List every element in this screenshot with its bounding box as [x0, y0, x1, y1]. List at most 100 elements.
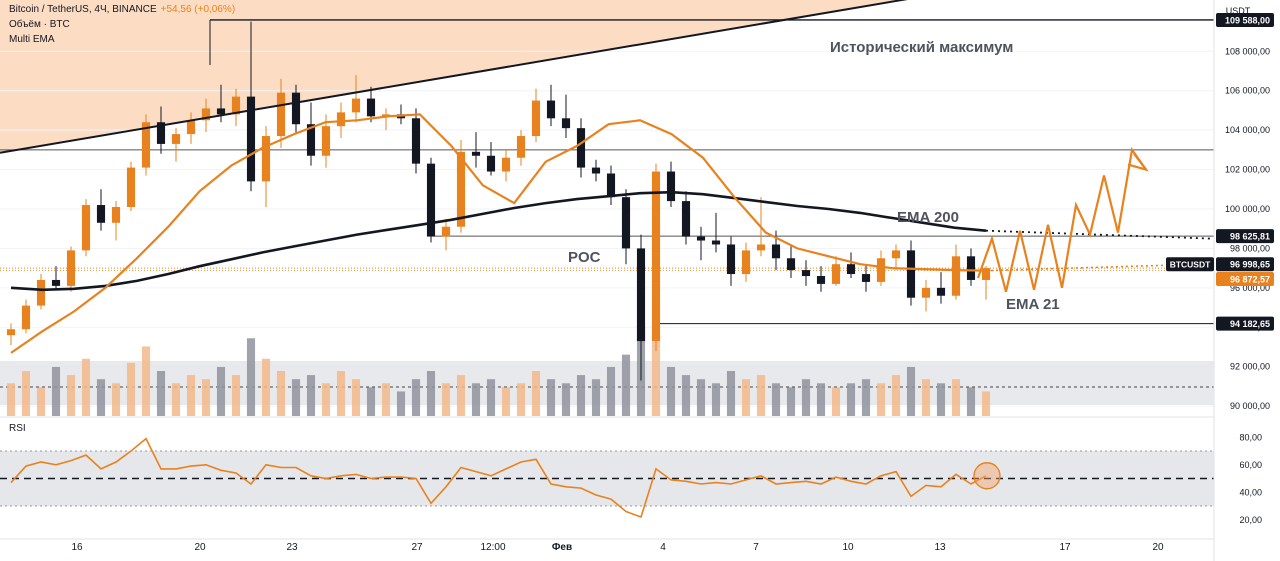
- candle-body: [141, 122, 151, 168]
- ema200-line: [10, 190, 987, 292]
- volume-bar: [96, 379, 106, 416]
- price-tick-label: 96 000,00: [1230, 283, 1270, 293]
- volume-bar: [366, 387, 376, 416]
- symbol-tag: BTCUSDT: [1170, 260, 1211, 270]
- zigzag-projection-line: [976, 146, 1147, 293]
- volume-bar: [906, 366, 916, 416]
- candle: [306, 102, 316, 166]
- candle: [6, 323, 16, 346]
- volume-bar: [441, 383, 451, 416]
- candle-body: [471, 151, 481, 156]
- candle: [96, 189, 106, 231]
- time-tick-label: 20: [1152, 542, 1164, 553]
- candle: [546, 84, 556, 127]
- volume-bar: [876, 383, 886, 416]
- volume-bar: [156, 371, 166, 416]
- ema200-annotation: EMA 200: [897, 209, 959, 226]
- ema-lines: [10, 113, 1211, 354]
- volume-bar: [741, 379, 751, 416]
- candle: [951, 244, 961, 300]
- volume-bar: [531, 371, 541, 416]
- rsi-tick-label: 60,00: [1239, 460, 1262, 470]
- candle-body: [276, 92, 286, 137]
- candle-body: [636, 248, 646, 342]
- candle-body: [21, 305, 31, 330]
- price-tick-label: 108 000,00: [1225, 46, 1270, 56]
- volume-bar: [546, 379, 556, 416]
- candle: [171, 128, 181, 162]
- price-tick-label: 106 000,00: [1225, 86, 1270, 96]
- volume-bar: [186, 375, 196, 416]
- volume-bar: [576, 375, 586, 416]
- volume-bar: [591, 379, 601, 416]
- candle: [246, 21, 256, 192]
- candle: [111, 201, 121, 241]
- wedge-fill: [0, 0, 960, 153]
- candle: [576, 118, 586, 178]
- volume-bar: [726, 371, 736, 416]
- volume-bars: [0, 326, 1214, 416]
- candle: [411, 108, 421, 174]
- candle-body: [981, 268, 991, 280]
- candle: [936, 272, 946, 304]
- candle: [741, 242, 751, 282]
- candle-body: [846, 264, 856, 275]
- candle: [816, 266, 826, 292]
- volume-bar: [21, 371, 31, 416]
- volume-bar: [861, 379, 871, 416]
- ema-legend[interactable]: Multi EMA: [9, 34, 55, 45]
- candle: [501, 149, 511, 182]
- candle: [801, 260, 811, 286]
- volume-bar: [981, 391, 991, 416]
- candle: [366, 86, 376, 123]
- ema200-projection: [985, 229, 1211, 240]
- candle-body: [231, 96, 241, 115]
- candle-body: [291, 92, 301, 125]
- candle-body: [96, 205, 106, 223]
- candle: [861, 264, 871, 292]
- volume-bar: [786, 387, 796, 416]
- time-tick-label: 17: [1059, 542, 1071, 553]
- candle-body: [336, 112, 346, 127]
- candle-body: [486, 155, 496, 172]
- candle: [21, 299, 31, 334]
- candle: [51, 266, 61, 290]
- candle: [426, 157, 436, 243]
- symbol-legend[interactable]: Bitcoin / TetherUS, 4Ч, BINANCE +54,56 (+…: [9, 4, 235, 15]
- currency-label: USDT: [1226, 6, 1251, 16]
- volume-bar: [51, 366, 61, 416]
- volume-legend[interactable]: Объём · BTC: [9, 19, 70, 30]
- candle: [381, 108, 391, 131]
- candle: [891, 244, 901, 271]
- current-price-badge-bg: [1216, 257, 1274, 272]
- rsi-highlight-circle: [973, 462, 1001, 490]
- candle-body: [816, 276, 826, 284]
- volume-bar: [306, 375, 316, 416]
- candle-body: [111, 207, 121, 223]
- volume-bar: [771, 383, 781, 416]
- volume-bar: [696, 379, 706, 416]
- rsi-line: [10, 437, 987, 519]
- price-tick-label: 102 000,00: [1225, 165, 1270, 175]
- resistance-trendline: [0, 0, 908, 154]
- volume-bar: [846, 383, 856, 416]
- candle-body: [966, 256, 976, 280]
- time-tick-label: Фев: [552, 542, 572, 553]
- volume-bar: [336, 371, 346, 416]
- candle-body: [321, 126, 331, 156]
- poc-price-badge-bg: [1216, 229, 1274, 244]
- rsi-legend[interactable]: RSI: [9, 423, 26, 434]
- candle-body: [591, 167, 601, 174]
- volume-bar: [66, 375, 76, 416]
- volume-bar: [471, 383, 481, 416]
- volume-bar: [411, 379, 421, 416]
- volume-bar: [6, 383, 16, 416]
- candle: [486, 141, 496, 176]
- candle: [726, 236, 736, 286]
- candle: [591, 159, 601, 182]
- volume-bar: [651, 338, 661, 416]
- candle-body: [36, 279, 46, 306]
- volume-bar: [801, 379, 811, 416]
- volume-bar: [231, 375, 241, 416]
